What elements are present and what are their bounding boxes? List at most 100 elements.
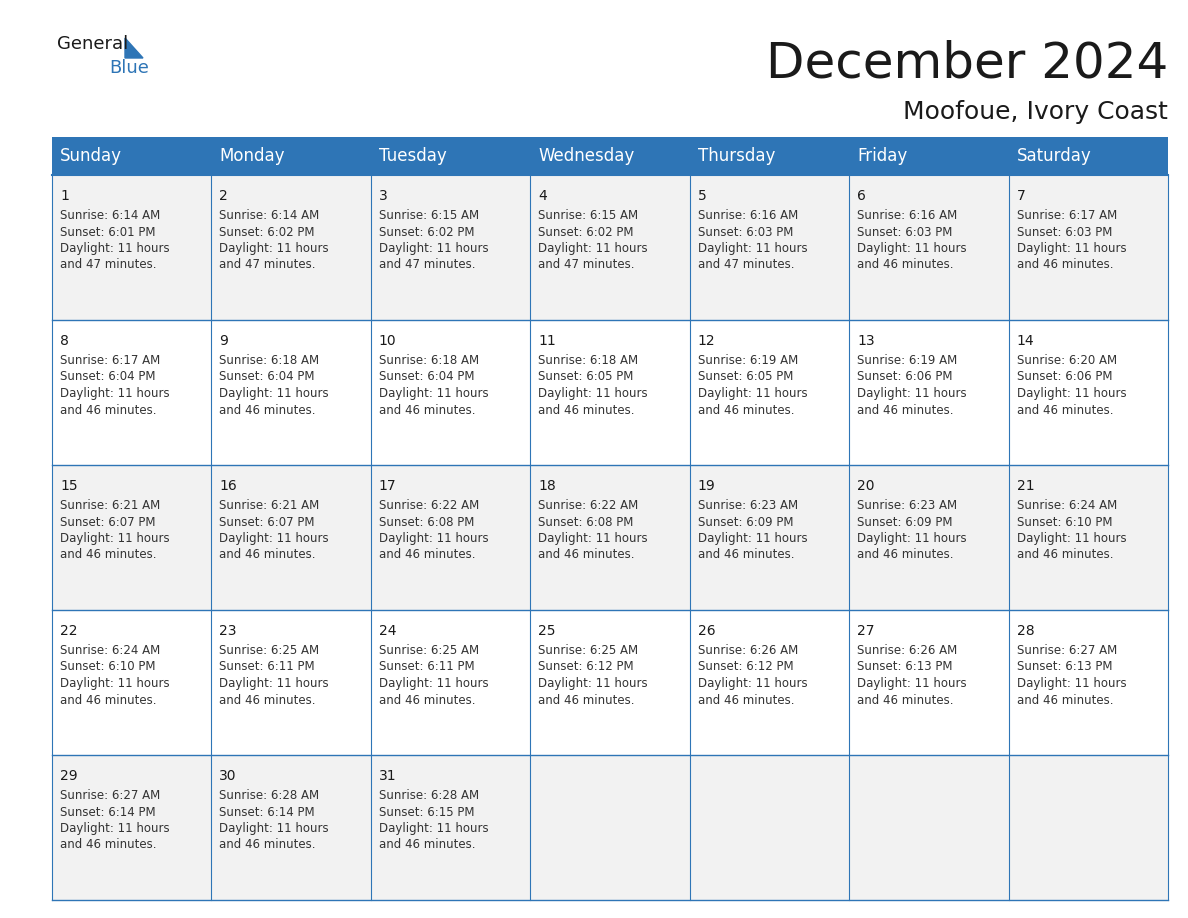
Text: and 46 minutes.: and 46 minutes. bbox=[61, 693, 157, 707]
Text: 8: 8 bbox=[61, 334, 69, 348]
Text: and 47 minutes.: and 47 minutes. bbox=[697, 259, 795, 272]
Text: Friday: Friday bbox=[858, 147, 908, 165]
Text: Sunset: 6:03 PM: Sunset: 6:03 PM bbox=[858, 226, 953, 239]
Text: Sunset: 6:09 PM: Sunset: 6:09 PM bbox=[858, 516, 953, 529]
Text: Sunset: 6:08 PM: Sunset: 6:08 PM bbox=[538, 516, 633, 529]
Bar bbox=[690, 610, 849, 755]
Polygon shape bbox=[125, 38, 143, 58]
Bar bbox=[690, 755, 849, 900]
Bar bbox=[371, 137, 530, 175]
Text: Sunset: 6:02 PM: Sunset: 6:02 PM bbox=[379, 226, 474, 239]
Text: Sunrise: 6:24 AM: Sunrise: 6:24 AM bbox=[61, 644, 160, 657]
Text: Sunset: 6:04 PM: Sunset: 6:04 PM bbox=[61, 371, 156, 384]
Bar bbox=[211, 137, 371, 175]
Text: and 46 minutes.: and 46 minutes. bbox=[858, 259, 954, 272]
Text: Daylight: 11 hours: Daylight: 11 hours bbox=[61, 387, 170, 400]
Text: Sunset: 6:02 PM: Sunset: 6:02 PM bbox=[220, 226, 315, 239]
Text: and 46 minutes.: and 46 minutes. bbox=[61, 404, 157, 417]
Text: Daylight: 11 hours: Daylight: 11 hours bbox=[220, 532, 329, 545]
Text: Sunset: 6:03 PM: Sunset: 6:03 PM bbox=[697, 226, 794, 239]
Text: and 46 minutes.: and 46 minutes. bbox=[538, 548, 634, 562]
Text: Daylight: 11 hours: Daylight: 11 hours bbox=[538, 387, 647, 400]
Text: Sunrise: 6:22 AM: Sunrise: 6:22 AM bbox=[538, 499, 638, 512]
Text: Sunset: 6:15 PM: Sunset: 6:15 PM bbox=[379, 805, 474, 819]
Bar bbox=[1009, 320, 1168, 465]
Text: Sunset: 6:07 PM: Sunset: 6:07 PM bbox=[220, 516, 315, 529]
Bar bbox=[690, 175, 849, 320]
Text: Daylight: 11 hours: Daylight: 11 hours bbox=[858, 677, 967, 690]
Text: Sunrise: 6:26 AM: Sunrise: 6:26 AM bbox=[697, 644, 798, 657]
Bar bbox=[530, 320, 690, 465]
Text: Daylight: 11 hours: Daylight: 11 hours bbox=[1017, 387, 1126, 400]
Text: 2: 2 bbox=[220, 189, 228, 203]
Bar bbox=[530, 137, 690, 175]
Bar bbox=[530, 175, 690, 320]
Text: Daylight: 11 hours: Daylight: 11 hours bbox=[858, 242, 967, 255]
Text: Sunrise: 6:24 AM: Sunrise: 6:24 AM bbox=[1017, 499, 1117, 512]
Text: Daylight: 11 hours: Daylight: 11 hours bbox=[379, 242, 488, 255]
Text: Tuesday: Tuesday bbox=[379, 147, 447, 165]
Text: Daylight: 11 hours: Daylight: 11 hours bbox=[1017, 677, 1126, 690]
Text: Sunset: 6:10 PM: Sunset: 6:10 PM bbox=[1017, 516, 1112, 529]
Text: Sunset: 6:14 PM: Sunset: 6:14 PM bbox=[220, 805, 315, 819]
Text: 31: 31 bbox=[379, 769, 397, 783]
Text: Sunrise: 6:25 AM: Sunrise: 6:25 AM bbox=[379, 644, 479, 657]
Text: Sunset: 6:12 PM: Sunset: 6:12 PM bbox=[697, 660, 794, 674]
Bar bbox=[371, 320, 530, 465]
Text: and 46 minutes.: and 46 minutes. bbox=[379, 548, 475, 562]
Text: Sunrise: 6:16 AM: Sunrise: 6:16 AM bbox=[697, 209, 798, 222]
Text: Sunrise: 6:21 AM: Sunrise: 6:21 AM bbox=[61, 499, 160, 512]
Text: Sunrise: 6:14 AM: Sunrise: 6:14 AM bbox=[61, 209, 160, 222]
Text: Daylight: 11 hours: Daylight: 11 hours bbox=[858, 387, 967, 400]
Text: Sunrise: 6:14 AM: Sunrise: 6:14 AM bbox=[220, 209, 320, 222]
Text: and 46 minutes.: and 46 minutes. bbox=[1017, 548, 1113, 562]
Text: 9: 9 bbox=[220, 334, 228, 348]
Bar bbox=[52, 137, 211, 175]
Bar bbox=[211, 320, 371, 465]
Text: December 2024: December 2024 bbox=[766, 40, 1168, 88]
Text: and 46 minutes.: and 46 minutes. bbox=[1017, 693, 1113, 707]
Text: Sunrise: 6:19 AM: Sunrise: 6:19 AM bbox=[858, 354, 958, 367]
Bar bbox=[849, 320, 1009, 465]
Bar bbox=[690, 465, 849, 610]
Text: Sunset: 6:05 PM: Sunset: 6:05 PM bbox=[697, 371, 794, 384]
Text: 28: 28 bbox=[1017, 624, 1035, 638]
Text: 7: 7 bbox=[1017, 189, 1025, 203]
Text: Sunrise: 6:27 AM: Sunrise: 6:27 AM bbox=[61, 789, 160, 802]
Text: and 46 minutes.: and 46 minutes. bbox=[538, 693, 634, 707]
Text: 23: 23 bbox=[220, 624, 236, 638]
Text: 22: 22 bbox=[61, 624, 77, 638]
Text: Sunrise: 6:16 AM: Sunrise: 6:16 AM bbox=[858, 209, 958, 222]
Text: Sunset: 6:11 PM: Sunset: 6:11 PM bbox=[379, 660, 474, 674]
Bar bbox=[849, 175, 1009, 320]
Bar bbox=[371, 465, 530, 610]
Text: and 46 minutes.: and 46 minutes. bbox=[379, 404, 475, 417]
Text: Sunrise: 6:18 AM: Sunrise: 6:18 AM bbox=[220, 354, 320, 367]
Text: Daylight: 11 hours: Daylight: 11 hours bbox=[697, 677, 808, 690]
Text: Daylight: 11 hours: Daylight: 11 hours bbox=[538, 677, 647, 690]
Text: Blue: Blue bbox=[109, 59, 148, 77]
Text: 11: 11 bbox=[538, 334, 556, 348]
Text: Sunrise: 6:15 AM: Sunrise: 6:15 AM bbox=[379, 209, 479, 222]
Bar bbox=[52, 610, 211, 755]
Text: Thursday: Thursday bbox=[697, 147, 775, 165]
Text: Daylight: 11 hours: Daylight: 11 hours bbox=[697, 387, 808, 400]
Text: and 46 minutes.: and 46 minutes. bbox=[379, 693, 475, 707]
Text: Sunrise: 6:17 AM: Sunrise: 6:17 AM bbox=[61, 354, 160, 367]
Text: Saturday: Saturday bbox=[1017, 147, 1092, 165]
Bar bbox=[1009, 137, 1168, 175]
Text: Sunrise: 6:26 AM: Sunrise: 6:26 AM bbox=[858, 644, 958, 657]
Text: 12: 12 bbox=[697, 334, 715, 348]
Text: Sunset: 6:04 PM: Sunset: 6:04 PM bbox=[220, 371, 315, 384]
Text: Sunrise: 6:23 AM: Sunrise: 6:23 AM bbox=[697, 499, 798, 512]
Bar bbox=[52, 175, 211, 320]
Text: and 47 minutes.: and 47 minutes. bbox=[538, 259, 634, 272]
Bar bbox=[1009, 755, 1168, 900]
Text: 17: 17 bbox=[379, 479, 397, 493]
Text: Sunset: 6:11 PM: Sunset: 6:11 PM bbox=[220, 660, 315, 674]
Text: and 46 minutes.: and 46 minutes. bbox=[220, 838, 316, 852]
Text: Daylight: 11 hours: Daylight: 11 hours bbox=[379, 677, 488, 690]
Text: Sunset: 6:04 PM: Sunset: 6:04 PM bbox=[379, 371, 474, 384]
Text: Sunrise: 6:28 AM: Sunrise: 6:28 AM bbox=[220, 789, 320, 802]
Bar bbox=[1009, 610, 1168, 755]
